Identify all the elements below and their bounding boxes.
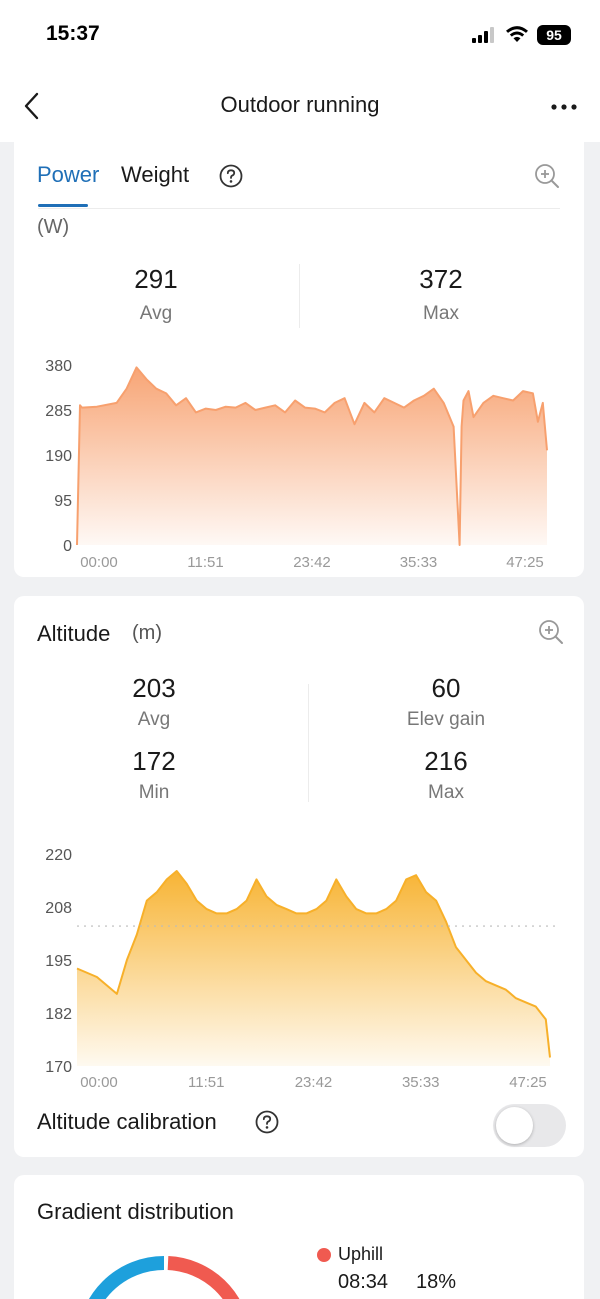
active-tab-indicator [38,204,88,207]
toggle-knob [496,1107,533,1144]
power-max-value: 372 [419,264,463,294]
tab-power[interactable]: Power [37,162,100,187]
altitude-max-value: 216 [424,746,468,776]
tab-divider [38,208,560,209]
y-tick-label: 220 [45,847,72,864]
altitude-calibration-toggle[interactable] [493,1104,566,1147]
x-tick-label: 23:42 [295,1074,333,1091]
y-tick-label: 380 [45,358,72,375]
gradient-donut-chart [89,1256,240,1299]
y-tick-label: 95 [54,493,72,510]
x-tick-label: 35:33 [400,554,438,571]
y-tick-label: 182 [45,1006,72,1023]
page-title: Outdoor running [220,92,380,117]
altitude-card: Altitude (m) 203 Avg 60 Elev gain 172 Mi… [14,596,584,1157]
zoom-in-icon[interactable] [534,163,560,189]
altitude-min-label: Min [138,782,170,803]
altitude-calibration-label: Altitude calibration [37,1109,217,1134]
status-time: 15:37 [46,22,100,45]
x-tick-label: 11:51 [188,1074,224,1091]
y-tick-label: 285 [45,403,72,420]
y-tick-label: 0 [63,538,72,555]
help-icon[interactable] [255,1110,279,1134]
help-icon[interactable] [219,164,243,188]
power-avg-label: Avg [139,303,173,324]
y-tick-label: 170 [45,1059,72,1076]
power-chart: 380 285 190 95 0 00:00 11:51 23:42 35:33 47:25 [45,358,548,571]
gradient-title: Gradient distribution [37,1199,234,1224]
x-tick-label: 47:25 [506,554,544,571]
y-tick-label: 195 [45,953,72,970]
back-chevron-icon[interactable] [20,92,44,120]
altitude-max-label: Max [428,782,464,803]
x-tick-label: 35:33 [402,1074,440,1091]
altitude-gain-label: Elev gain [406,709,486,730]
more-options-icon[interactable] [550,103,578,111]
tab-weight[interactable]: Weight [121,162,190,187]
donut-other-segment [89,1256,165,1299]
x-tick-label: 11:51 [187,554,223,571]
power-card: Power Weight (W) 291 Avg 372 Max 380 285 1… [14,142,584,577]
power-avg-value: 291 [134,264,178,294]
wifi-icon [506,26,528,42]
zoom-in-icon[interactable] [538,619,564,645]
altitude-area [77,871,550,1066]
power-unit-label: (W) [37,216,70,238]
y-tick-label: 190 [45,448,72,465]
altitude-avg-label: Avg [137,709,171,730]
uphill-label: Uphill [338,1244,384,1264]
cellular-signal-icon [472,27,494,43]
uphill-percent: 18% [416,1271,457,1293]
power-area [77,367,547,545]
nav-bar: Outdoor running [0,70,600,142]
altitude-gain-value: 60 [431,673,461,703]
altitude-chart: 220 208 195 182 170 00:00 11:51 23:42 35:33 47:25 [45,847,558,1091]
x-tick-label: 00:00 [80,554,118,571]
battery-icon: 95 [537,25,571,45]
y-tick-label: 208 [45,900,72,917]
x-tick-label: 00:00 [80,1074,118,1091]
donut-uphill-segment [167,1256,240,1299]
altitude-title: Altitude [37,621,111,646]
stat-divider [308,684,309,802]
power-max-label: Max [423,303,459,324]
stat-divider [299,264,300,328]
gradient-card: Gradient distribution Uphill 08:34 18% [14,1175,584,1299]
uphill-time: 08:34 [338,1271,389,1293]
altitude-unit-label: (m) [132,622,162,644]
altitude-avg-value: 203 [132,673,176,703]
x-tick-label: 47:25 [509,1074,547,1091]
x-tick-label: 23:42 [293,554,331,571]
uphill-legend-dot [317,1248,331,1262]
altitude-min-value: 172 [132,746,176,776]
status-bar: 15:37 95 [0,0,600,70]
